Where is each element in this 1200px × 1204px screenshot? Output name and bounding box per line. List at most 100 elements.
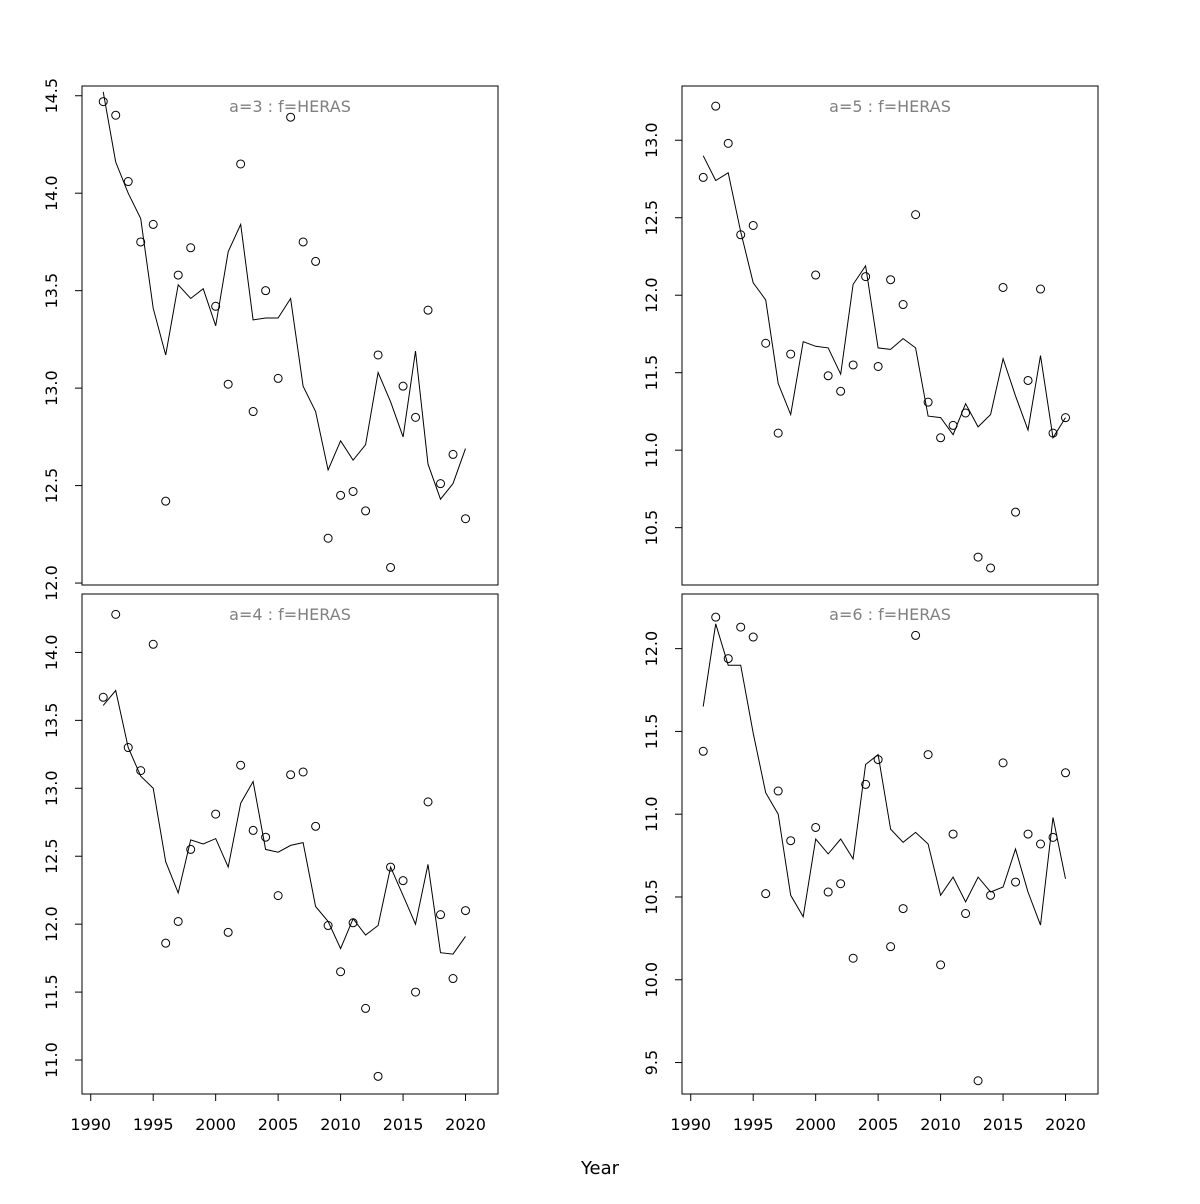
y-tick-label: 13.0 xyxy=(642,122,661,158)
observed-point xyxy=(448,974,458,984)
observed-point xyxy=(336,490,346,500)
panel-title: a=5 : f=HERAS xyxy=(829,97,951,116)
observed-point xyxy=(323,921,333,931)
observed-point xyxy=(136,237,146,247)
observed-point xyxy=(236,159,246,169)
observed-point xyxy=(761,889,771,899)
observed-point xyxy=(161,496,171,506)
observed-point xyxy=(886,275,896,285)
y-tick-label: 10.0 xyxy=(642,962,661,998)
observed-point xyxy=(411,412,421,422)
panel-3: a=4 : f=HERAS 11.0 11.5 12.0 12.5 13.0 13.5 14.… xyxy=(42,593,499,1134)
y-tick-label: 12.0 xyxy=(642,631,661,667)
observed-point xyxy=(873,755,883,765)
y-tick-label: 11.0 xyxy=(642,796,661,832)
observed-point xyxy=(786,836,796,846)
y-tick-label: 9.5 xyxy=(642,1050,661,1075)
x-tick-label: 2010 xyxy=(920,1115,961,1134)
observed-point xyxy=(311,821,321,831)
observed-point xyxy=(1061,768,1071,778)
observed-point xyxy=(461,906,471,916)
observed-point xyxy=(848,360,858,370)
observed-point xyxy=(936,433,946,443)
observed-point xyxy=(311,256,321,266)
x-tick-label: 1990 xyxy=(670,1115,711,1134)
observed-point xyxy=(248,825,258,835)
observed-point xyxy=(1023,829,1033,839)
panel-title: a=3 : f=HERAS xyxy=(229,97,351,116)
observed-point xyxy=(161,938,171,948)
observed-point xyxy=(1011,507,1021,517)
observed-point xyxy=(261,832,271,842)
observed-point xyxy=(223,927,233,937)
y-tick-label: 12.5 xyxy=(42,468,61,504)
observed-point xyxy=(748,632,758,642)
observed-point xyxy=(123,177,133,187)
observed-point xyxy=(123,743,133,753)
observed-point xyxy=(723,138,733,148)
observed-point xyxy=(173,270,183,280)
observed-point xyxy=(886,942,896,952)
observed-point xyxy=(273,373,283,383)
observed-point xyxy=(1048,428,1058,438)
observed-point xyxy=(286,112,296,122)
observed-point xyxy=(1061,413,1071,423)
y-tick-label: 12.0 xyxy=(642,277,661,313)
observed-point xyxy=(361,506,371,516)
observed-point xyxy=(373,350,383,360)
observed-point xyxy=(211,809,221,819)
observed-point xyxy=(261,286,271,296)
x-tick-label: 1995 xyxy=(133,1115,174,1134)
panel-2: a=5 : f=HERAS 10.5 11.0 11.5 12.0 12.5 13.0 xyxy=(642,85,1099,586)
observed-point xyxy=(773,786,783,796)
observed-point xyxy=(861,779,871,789)
observed-point xyxy=(186,243,196,253)
y-tick-label: 13.0 xyxy=(42,370,61,406)
panel-frame xyxy=(681,85,1099,586)
observed-point xyxy=(398,876,408,886)
observed-point xyxy=(998,282,1008,292)
observed-point xyxy=(211,301,221,311)
observed-point xyxy=(111,609,121,619)
x-tick-label: 2010 xyxy=(320,1115,361,1134)
y-tick-label: 12.0 xyxy=(42,906,61,942)
observed-point xyxy=(98,692,108,702)
y-tick-label: 11.0 xyxy=(42,1042,61,1078)
y-tick-label: 11.5 xyxy=(642,714,661,750)
observed-point xyxy=(98,97,108,107)
observed-point xyxy=(923,397,933,407)
observed-point xyxy=(1011,877,1021,887)
observed-point xyxy=(436,479,446,489)
observed-point xyxy=(986,890,996,900)
fitted-line xyxy=(702,155,1066,440)
y-tick-label: 13.5 xyxy=(42,703,61,739)
observed-point xyxy=(786,349,796,359)
observed-point xyxy=(698,746,708,756)
observed-point xyxy=(736,230,746,240)
y-tick-label: 14.0 xyxy=(42,175,61,211)
fitted-line xyxy=(102,91,466,501)
x-tick-label: 1990 xyxy=(70,1115,111,1134)
observed-point xyxy=(748,220,758,230)
observed-point xyxy=(773,428,783,438)
y-tick-label: 12.5 xyxy=(642,200,661,236)
observed-point xyxy=(461,514,471,524)
observed-point xyxy=(961,909,971,919)
observed-point xyxy=(898,904,908,914)
observed-point xyxy=(386,862,396,872)
x-tick-label: 2000 xyxy=(795,1115,836,1134)
y-tick-label: 14.0 xyxy=(42,635,61,671)
observed-point xyxy=(948,829,958,839)
observed-point xyxy=(811,822,821,832)
panel-frame xyxy=(81,85,499,586)
observed-point xyxy=(1036,839,1046,849)
y-tick-label: 11.5 xyxy=(642,355,661,391)
observed-point xyxy=(236,760,246,770)
observed-point xyxy=(973,552,983,562)
x-tick-label: 2020 xyxy=(1045,1115,1086,1134)
observed-point xyxy=(823,887,833,897)
observed-point xyxy=(711,612,721,622)
observed-point xyxy=(836,386,846,396)
observed-point xyxy=(698,172,708,182)
y-tick-label: 13.0 xyxy=(42,770,61,806)
